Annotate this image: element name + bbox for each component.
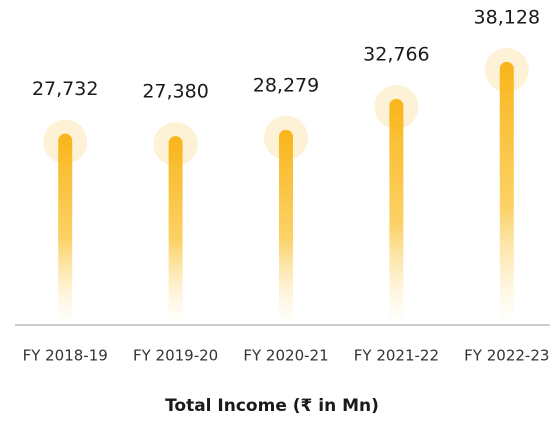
chart-title: Total Income (₹ in Mn) [165, 396, 379, 416]
x-tick-label: FY 2020-21 [243, 347, 328, 365]
value-label: 27,732 [32, 78, 98, 100]
x-tick-label: FY 2019-20 [133, 347, 218, 365]
x-tick-label: FY 2018-19 [23, 347, 108, 365]
value-label: 32,766 [363, 43, 429, 65]
x-tick-label: FY 2021-22 [354, 347, 439, 365]
value-label: 28,279 [253, 74, 319, 96]
x-tick-label: FY 2022-23 [464, 347, 549, 365]
value-label: 27,380 [142, 81, 208, 103]
value-label: 38,128 [474, 6, 540, 28]
